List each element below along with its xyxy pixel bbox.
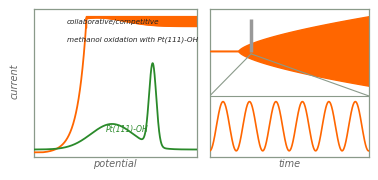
Text: collaborative/competitive: collaborative/competitive: [67, 19, 159, 25]
Text: current: current: [9, 63, 19, 99]
Text: Pt(111)-OH: Pt(111)-OH: [105, 125, 148, 134]
X-axis label: time: time: [278, 159, 300, 169]
Text: methanol oxidation with Pt(111)-OH: methanol oxidation with Pt(111)-OH: [67, 36, 198, 43]
X-axis label: potential: potential: [93, 159, 137, 169]
